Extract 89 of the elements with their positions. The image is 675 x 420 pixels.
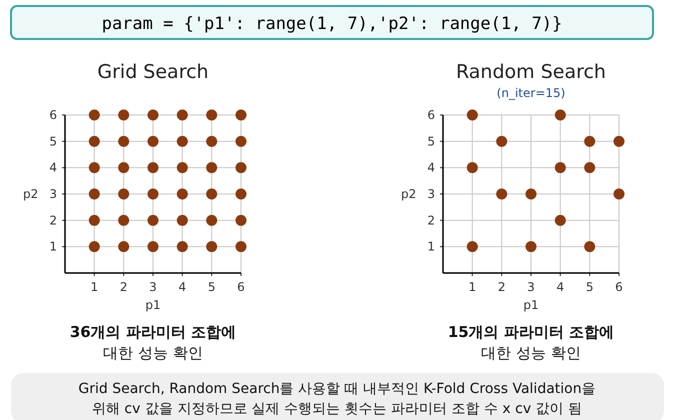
y-tick-label: 5 xyxy=(427,134,435,148)
point xyxy=(236,136,246,147)
y-tick-label: 1 xyxy=(427,240,435,254)
x-axis-title: p1 xyxy=(145,298,161,312)
point xyxy=(176,110,188,120)
text: 15개의 파라미터 조합에 xyxy=(448,323,614,341)
point xyxy=(88,110,100,120)
point xyxy=(148,241,158,252)
x-tick-label: 2 xyxy=(120,280,128,294)
point xyxy=(466,110,478,120)
point xyxy=(526,188,536,200)
point xyxy=(496,188,508,200)
point xyxy=(206,214,218,226)
point xyxy=(584,136,596,147)
point xyxy=(206,110,218,120)
point xyxy=(118,110,130,120)
point xyxy=(554,162,566,174)
point xyxy=(206,188,218,200)
point xyxy=(466,162,478,174)
point xyxy=(118,214,130,226)
point xyxy=(614,136,624,147)
point xyxy=(88,162,100,174)
point xyxy=(148,214,158,226)
point xyxy=(176,188,188,200)
point xyxy=(584,241,596,252)
y-tick-label: 2 xyxy=(49,213,57,228)
chart-subtitle: (n_iter=15) xyxy=(496,86,566,100)
y-tick-label: 2 xyxy=(427,213,435,228)
x-tick-label: 3 xyxy=(527,280,535,294)
y-tick-label: 6 xyxy=(49,108,57,122)
x-tick-label: 1 xyxy=(468,280,476,294)
x-tick-label: 3 xyxy=(149,280,157,294)
point xyxy=(88,214,100,226)
x-tick-label: 6 xyxy=(615,280,623,294)
x-tick-label: 5 xyxy=(586,280,594,294)
x-tick-label: 2 xyxy=(498,280,506,294)
x-tick-label: 6 xyxy=(237,280,245,294)
point xyxy=(466,241,478,252)
point xyxy=(554,110,566,120)
point xyxy=(148,188,158,200)
text: 대한 성능 확인 xyxy=(481,344,581,362)
text: 36개의 파라미터 조합에 xyxy=(70,323,236,341)
point xyxy=(236,110,246,120)
y-tick-label: 1 xyxy=(49,240,57,254)
y-tick-label: 5 xyxy=(49,134,57,148)
point xyxy=(88,188,100,200)
text: 대한 성능 확인 xyxy=(103,344,203,362)
point xyxy=(148,110,158,120)
point xyxy=(614,188,624,200)
point xyxy=(554,214,566,226)
point xyxy=(496,136,508,147)
point xyxy=(118,188,130,200)
y-tick-label: 4 xyxy=(427,160,435,175)
point xyxy=(206,136,218,147)
point xyxy=(118,162,130,174)
x-tick-label: 5 xyxy=(208,280,216,294)
x-tick-label: 4 xyxy=(178,280,186,294)
point xyxy=(236,241,246,252)
x-tick-label: 4 xyxy=(556,280,564,294)
point xyxy=(176,241,188,252)
point xyxy=(236,214,246,226)
y-tick-label: 3 xyxy=(427,187,435,201)
point xyxy=(176,136,188,147)
y-axis-title: p2 xyxy=(401,187,416,201)
y-axis-title: p2 xyxy=(23,187,38,201)
point xyxy=(88,241,100,252)
x-tick-label: 1 xyxy=(90,280,98,294)
point xyxy=(118,241,130,252)
point xyxy=(206,241,218,252)
y-tick-label: 3 xyxy=(49,187,57,201)
text: 위해 cv 값을 지정하므로 실제 수행되는 횟수는 파라미터 조합 수 x cv 값이 됨 xyxy=(92,401,582,417)
text: param = {'p1': range(1, 7),'p2': range(1, 7)} xyxy=(102,14,562,34)
point xyxy=(176,162,188,174)
point xyxy=(584,162,596,174)
point xyxy=(118,136,130,147)
point xyxy=(88,136,100,147)
chart-title: Grid Search xyxy=(97,61,209,83)
y-tick-label: 6 xyxy=(427,108,435,122)
point xyxy=(206,162,218,174)
point xyxy=(148,136,158,147)
point xyxy=(526,241,536,252)
x-axis-title: p1 xyxy=(523,298,539,312)
y-tick-label: 4 xyxy=(49,160,57,175)
point xyxy=(236,188,246,200)
point xyxy=(148,162,158,174)
point xyxy=(236,162,246,174)
point xyxy=(176,214,188,226)
text: Grid Search, Random Search를 사용할 때 내부적인 K-Fold Cross Validation을 xyxy=(78,381,596,397)
chart-title: Random Search xyxy=(456,61,606,83)
